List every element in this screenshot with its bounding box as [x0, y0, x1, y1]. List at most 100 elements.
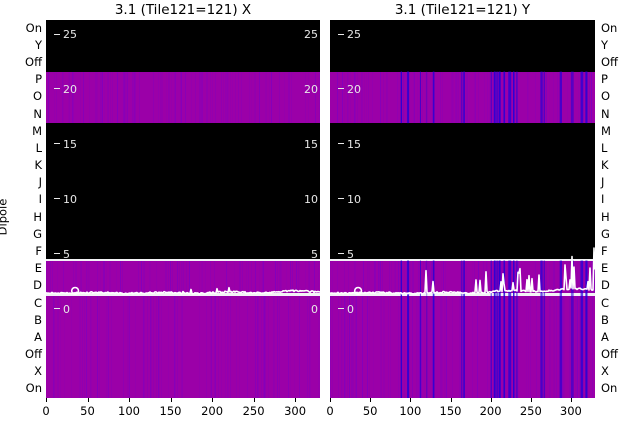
category-tick-18: A — [34, 329, 42, 344]
band-mid-dark — [46, 123, 320, 261]
band-separator-1 — [46, 292, 320, 296]
x-tick-mark-50 — [87, 398, 89, 402]
category-tick-14: E — [601, 261, 609, 276]
band-purple-band-20 — [330, 71, 595, 124]
x-tick-mark-250 — [253, 398, 255, 402]
x-tick-label-0: 0 — [326, 404, 334, 418]
category-tick-18: A — [601, 329, 609, 344]
inner-tick-15-left-side: 15 — [54, 138, 77, 151]
x-tick-mark-300 — [570, 398, 572, 402]
inner-tick-10-left-side: 10 — [54, 193, 77, 206]
signal-trace-x — [46, 286, 320, 296]
inner-tick-dash-icon — [338, 308, 344, 310]
band-texture-purple-band-lower — [46, 260, 319, 295]
inner-tick-25-left-side: 25 — [54, 28, 77, 41]
inner-tick-5-left-side: 5 — [338, 248, 354, 261]
band-separator-0 — [330, 259, 595, 262]
inner-tick-20-right-side: 20 — [304, 82, 318, 96]
category-tick-20: X — [34, 364, 42, 379]
x-tick-mark-0 — [330, 398, 331, 402]
inner-tick-5-left-side: 5 — [54, 248, 70, 261]
x-tick-label-200: 200 — [479, 404, 502, 418]
category-tick-0: On — [25, 20, 42, 35]
inner-tick-0-left-side: 0 — [338, 303, 354, 316]
category-tick-21: On — [601, 381, 618, 396]
x-tick-label-250: 250 — [242, 404, 265, 418]
category-tick-19: Off — [25, 347, 42, 362]
category-tick-6: M — [32, 123, 42, 138]
category-tick-11: H — [601, 209, 610, 224]
x-tick-label-150: 150 — [439, 404, 462, 418]
category-axis-left: On Y Off P O N M L K J I H G F E D C B A Off X On — [2, 20, 44, 398]
category-tick-1: Y — [34, 37, 42, 52]
category-tick-5: N — [601, 106, 610, 121]
category-tick-13: F — [35, 243, 42, 258]
trace-path — [46, 286, 320, 295]
inner-tick-0-left-side: 0 — [54, 303, 70, 316]
inner-tick-10-left-side: 10 — [338, 193, 361, 206]
panel-title-y: 3.1 (Tile121=121) Y — [394, 2, 531, 18]
x-tick-label-300: 300 — [284, 404, 307, 418]
category-tick-16: C — [601, 295, 610, 310]
trace-path — [330, 247, 595, 295]
x-tick-label-50: 50 — [362, 404, 378, 418]
blue-streaks-y — [400, 71, 588, 398]
heatmap-panel-y[interactable]: 25 20 15 10 5 0 — [330, 20, 595, 398]
x-tick-label-250: 250 — [519, 404, 542, 418]
category-tick-2: Off — [25, 54, 42, 69]
category-tick-17: B — [601, 312, 609, 327]
x-tick-mark-250 — [530, 398, 532, 402]
inner-tick-dash-icon — [338, 253, 344, 255]
band-purple-band-lower — [330, 260, 595, 295]
x-tick-mark-100 — [129, 398, 130, 402]
x-tick-label-300: 300 — [559, 404, 582, 418]
category-tick-13: F — [601, 243, 608, 258]
x-axis-left: 0 50 100 150 200 250 300 — [42, 398, 320, 438]
x-tick-mark-200 — [490, 398, 492, 402]
category-tick-4: O — [601, 89, 611, 104]
inner-tick-15-left-side: 15 — [338, 138, 361, 151]
x-tick-mark-300 — [295, 398, 297, 402]
category-tick-0: On — [601, 20, 618, 35]
x-tick-mark-150 — [450, 398, 452, 402]
category-tick-1: Y — [601, 37, 609, 52]
category-tick-11: H — [33, 209, 42, 224]
category-tick-3: P — [35, 72, 42, 87]
x-tick-mark-100 — [410, 398, 412, 402]
band-purple-band-bottom — [330, 294, 595, 398]
inner-tick-15-right-side: 15 — [304, 137, 318, 151]
band-texture-purple-band-bottom — [53, 294, 320, 398]
inner-tick-0-right-side: 0 — [311, 302, 318, 316]
x-tick-label-100: 100 — [118, 404, 140, 418]
inner-tick-5-right-side: 5 — [311, 247, 318, 261]
x-tick-label-200: 200 — [201, 404, 224, 418]
category-axis-right: On Y Off P O N M L K J I H G F E D C B A Off X On — [598, 20, 640, 398]
category-tick-6: M — [601, 123, 611, 138]
category-tick-15: D — [33, 278, 42, 293]
x-axis-right: 0 50 100 150 200 250 300 — [326, 398, 595, 438]
category-tick-17: B — [34, 312, 42, 327]
category-tick-14: E — [34, 261, 42, 276]
inner-tick-10-right-side: 10 — [304, 192, 318, 206]
signal-trace-y — [330, 247, 595, 296]
category-tick-3: P — [601, 72, 608, 87]
category-tick-10: I — [38, 192, 42, 207]
x-tick-mark-0 — [46, 398, 47, 402]
category-tick-10: I — [601, 192, 605, 207]
category-tick-7: L — [35, 140, 42, 155]
inner-tick-dash-icon — [54, 308, 60, 310]
x-tick-label-0: 0 — [42, 404, 50, 418]
x-tick-mark-200 — [212, 398, 214, 402]
heatmap-bands-x — [46, 20, 320, 398]
category-tick-20: X — [601, 364, 609, 379]
heatmap-panel-x[interactable]: 25 25 20 20 15 15 10 10 5 5 0 0 — [46, 20, 320, 398]
category-tick-15: D — [601, 278, 610, 293]
inner-tick-dash-icon — [54, 33, 60, 35]
trace-marker-circle — [70, 286, 80, 296]
category-tick-7: L — [601, 140, 608, 155]
category-tick-8: K — [34, 158, 42, 173]
category-tick-4: O — [32, 89, 42, 104]
inner-tick-25-right-side: 25 — [304, 28, 318, 41]
inner-tick-20-left-side: 20 — [54, 83, 77, 96]
